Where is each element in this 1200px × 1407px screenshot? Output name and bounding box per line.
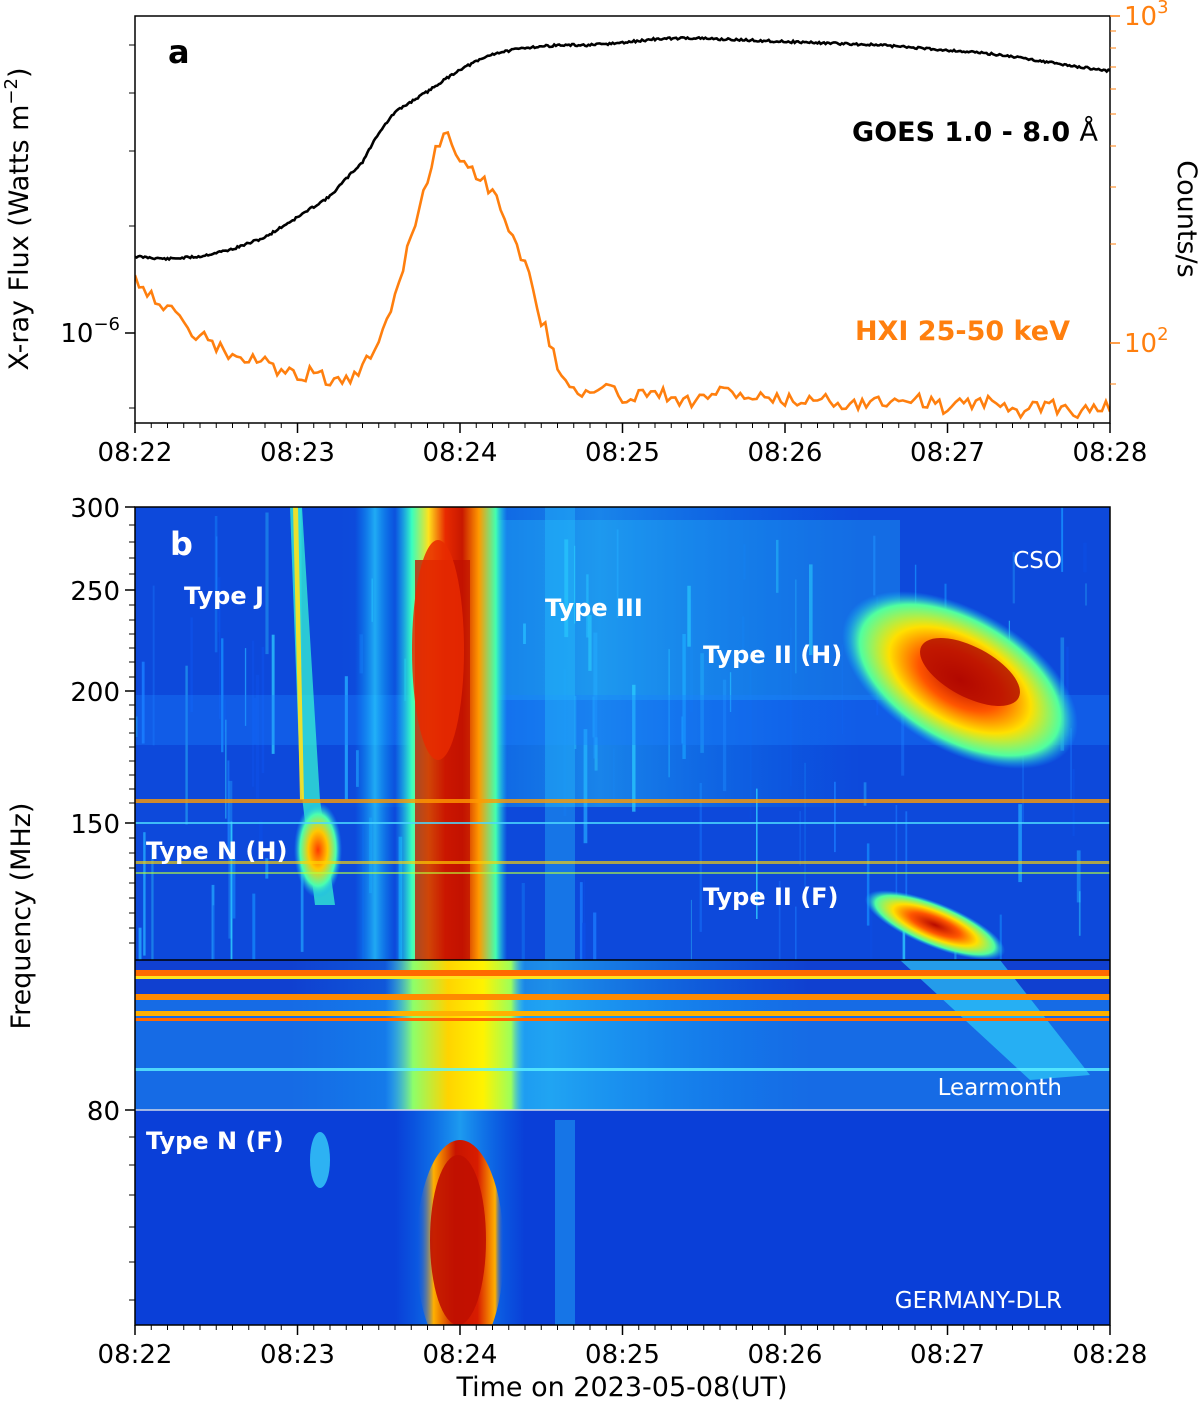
station-label-learmonth: Learmonth (938, 1075, 1062, 1101)
panel-b-y-ticks (125, 506, 135, 1111)
learmonth-spectrum (135, 960, 1110, 1110)
type-n-h-blob (294, 802, 342, 898)
x-tick-label: 08:22 (98, 438, 173, 468)
panel-a-y-ticks (125, 15, 1120, 409)
freq-tick-80: 80 (87, 1097, 120, 1127)
station-label-cso: CSO (1013, 548, 1062, 574)
goes-legend-label: GOES 1.0 - 8.0 Å (852, 116, 1098, 148)
station-label-dlr: GERMANY-DLR (895, 1288, 1062, 1314)
type-iii-label: Type III (545, 594, 643, 622)
x-tick-label: 08:23 (260, 1340, 335, 1370)
panel-a-y-axis-title: X-ray Flux (Watts m−2) (1, 67, 35, 370)
panel-b-x-ticks (134, 1325, 1111, 1335)
panel-b-x-tick-labels: 08:22 08:23 08:24 08:25 08:26 08:27 08:28 (98, 1340, 1148, 1370)
panel-b: 300 250 200 150 80 Frequency (MHz) Time … (6, 494, 1111, 1403)
type-j-burst (290, 507, 335, 905)
panel-b-x-axis-title: Time on 2023-05-08(UT) (455, 1372, 787, 1403)
x-tick-label: 08:28 (1073, 1340, 1148, 1370)
x-tick-label: 08:28 (1073, 438, 1148, 468)
type-iii-band-learmonth (385, 960, 525, 1110)
x-tick-label: 08:27 (910, 438, 985, 468)
right-y-tick-label-1e2: 102 (1124, 324, 1169, 359)
freq-tick-150: 150 (70, 810, 120, 840)
panel-a-x-tick-labels: 08:22 08:23 08:24 08:25 08:26 08:27 08:28 (98, 438, 1148, 468)
panel-a-label: a (168, 33, 190, 71)
freq-tick-200: 200 (70, 678, 120, 708)
panel-a: 10−6 103 102 X-ray Flux (Watts m−2) Coun… (1, 0, 1200, 433)
hxi-counts-line (135, 130, 1110, 420)
x-tick-label: 08:27 (910, 1340, 985, 1370)
type-ii-h-label: Type II (H) (703, 641, 842, 669)
dlr-spectrum (135, 1110, 1110, 1325)
hxi-legend-label: HXI 25-50 keV (855, 316, 1070, 347)
panel-a-right-y-axis-title: Counts/s (1171, 160, 1200, 277)
x-tick-label: 08:24 (423, 1340, 498, 1370)
panel-b-y-minor-ticks (129, 524, 135, 1301)
type-ii-f-emission (864, 890, 1006, 960)
x-tick-label: 08:25 (585, 438, 660, 468)
x-tick-label: 08:24 (423, 438, 498, 468)
x-tick-label: 08:22 (98, 1340, 173, 1370)
cso-spectrum (135, 507, 1110, 960)
goes-flux-line (135, 35, 1110, 262)
freq-tick-250: 250 (70, 577, 120, 607)
y-tick-label-1e-6: 10−6 (60, 314, 120, 349)
panel-b-label: b (170, 525, 193, 563)
right-y-tick-label-1e3: 103 (1124, 0, 1169, 32)
x-tick-label: 08:26 (748, 1340, 823, 1370)
type-ii-f-label: Type II (F) (703, 883, 839, 911)
x-tick-label: 08:26 (748, 438, 823, 468)
panel-b-y-axis-title: Frequency (MHz) (6, 803, 37, 1030)
x-tick-label: 08:23 (260, 438, 335, 468)
type-j-label: Type J (184, 582, 264, 610)
type-n-f-label: Type N (F) (146, 1127, 284, 1155)
x-tick-label: 08:25 (585, 1340, 660, 1370)
type-n-h-label: Type N (H) (146, 837, 287, 865)
panel-a-x-ticks (134, 423, 1111, 433)
freq-tick-300: 300 (70, 494, 120, 524)
panel-a-frame (134, 15, 1111, 424)
